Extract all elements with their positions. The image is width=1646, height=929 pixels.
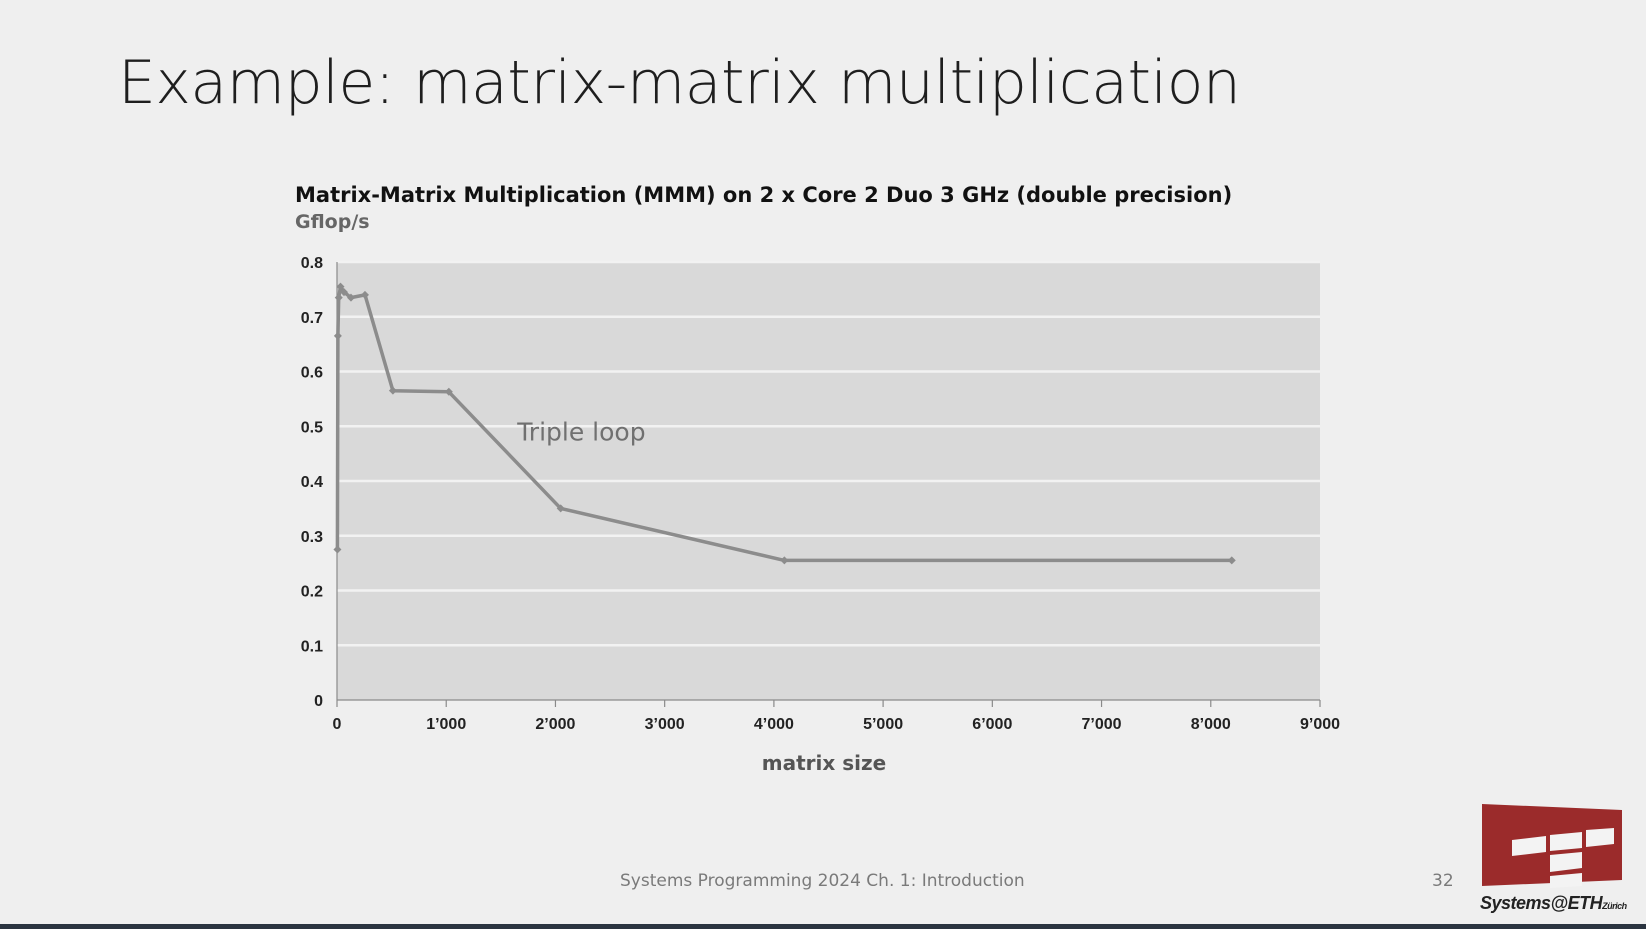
x-tick-label: 5’000 [863, 716, 903, 733]
data-point [339, 288, 348, 297]
y-tick-labels: 0 0.1 0.2 0.3 0.4 0.5 0.6 0.7 0.8 [301, 255, 323, 710]
x-tick-labels: 0 1’000 2’000 3’000 4’000 5’000 6’000 7’000 8’00… [333, 716, 1341, 733]
x-tick-label: 4’000 [754, 716, 794, 733]
y-tick-label: 0.5 [301, 419, 323, 436]
x-tick-label: 6’000 [972, 716, 1012, 733]
data-point [556, 504, 565, 513]
data-point [360, 290, 369, 299]
gridlines [337, 260, 1320, 647]
page-number: 32 [1432, 871, 1454, 891]
data-point [444, 387, 453, 396]
series-group [333, 282, 1236, 565]
chart-y-axis-label: Gflop/s [295, 211, 370, 233]
chart-title: Matrix-Matrix Multiplication (MMM) on 2 … [295, 183, 1233, 207]
bottom-bar [0, 924, 1646, 929]
y-tick-label: 0.3 [301, 529, 323, 546]
x-tick-label: 9’000 [1300, 716, 1340, 733]
data-point [780, 556, 789, 565]
x-tick-label: 3’000 [645, 716, 685, 733]
y-tick-label: 0.2 [301, 584, 323, 601]
y-tick-label: 0.4 [301, 474, 323, 491]
data-point [333, 545, 342, 554]
data-point [388, 386, 397, 395]
x-tick-label: 2’000 [535, 716, 575, 733]
chart-x-axis-label: matrix size [762, 751, 886, 775]
y-tick-label: 0 [314, 693, 323, 710]
y-tick-label: 0.1 [301, 638, 323, 655]
x-tick-label: 7’000 [1082, 716, 1122, 733]
logo-text-sub: Zürich [1602, 901, 1627, 911]
x-tick-label: 8’000 [1191, 716, 1231, 733]
y-tick-label: 0.8 [301, 255, 323, 272]
logo-text: Systems@ETHZürich [1480, 893, 1627, 914]
series-line [335, 284, 1232, 563]
data-point [336, 282, 345, 291]
slide-title: Example: matrix-matrix multiplication [118, 48, 1241, 118]
data-point [334, 293, 343, 302]
data-point [1227, 556, 1236, 565]
logo-text-main: Systems@ETH [1480, 893, 1603, 913]
data-point [346, 293, 355, 302]
x-tick-label: 0 [333, 716, 342, 733]
data-point [333, 331, 342, 340]
eth-logo-icon [1482, 804, 1622, 888]
series-annotation: Triple loop [516, 418, 645, 447]
footer-text: Systems Programming 2024 Ch. 1: Introduc… [620, 871, 1025, 891]
x-tick-label: 1’000 [426, 716, 466, 733]
annotations: Triple loop [516, 418, 645, 447]
y-tick-label: 0.7 [301, 310, 323, 327]
y-tick-label: 0.6 [301, 365, 323, 382]
